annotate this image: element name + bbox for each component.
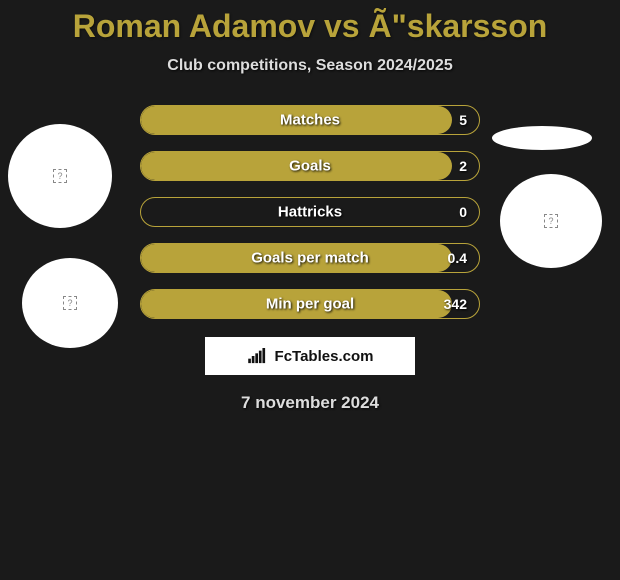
placeholder-icon: ?	[53, 169, 67, 183]
stat-bar-value-right: 5	[459, 112, 467, 128]
stat-bar-label: Hattricks	[278, 204, 342, 221]
stat-bar: Min per goal 342	[140, 289, 480, 319]
comparison-date: 7 november 2024	[0, 393, 620, 413]
stat-bar-value-right: 2	[459, 158, 467, 174]
player-avatar-right-1	[492, 126, 592, 150]
branding-text: FcTables.com	[275, 348, 374, 365]
stat-bar-label: Matches	[280, 112, 340, 129]
bar-chart-icon	[247, 348, 269, 364]
stat-bar-label: Goals per match	[251, 250, 369, 267]
stat-bar: Matches 5	[140, 105, 480, 135]
player-avatar-left-2: ?	[22, 258, 118, 348]
stat-bar-value-right: 342	[444, 296, 467, 312]
stat-bar: Goals 2	[140, 151, 480, 181]
stat-bar: Hattricks 0	[140, 197, 480, 227]
comparison-subtitle: Club competitions, Season 2024/2025	[0, 57, 620, 75]
branding-box: FcTables.com	[205, 337, 415, 375]
player-avatar-left-1: ?	[8, 124, 112, 228]
placeholder-icon: ?	[63, 296, 77, 310]
stat-bar: Goals per match 0.4	[140, 243, 480, 273]
stat-bar-label: Min per goal	[266, 296, 354, 313]
stat-bar-label: Goals	[289, 158, 331, 175]
placeholder-icon: ?	[544, 214, 558, 228]
player-avatar-right-2: ?	[500, 174, 602, 268]
stat-bar-value-right: 0.4	[448, 250, 467, 266]
stat-bar-value-right: 0	[459, 204, 467, 220]
comparison-title: Roman Adamov vs Ã"skarsson	[0, 0, 620, 45]
